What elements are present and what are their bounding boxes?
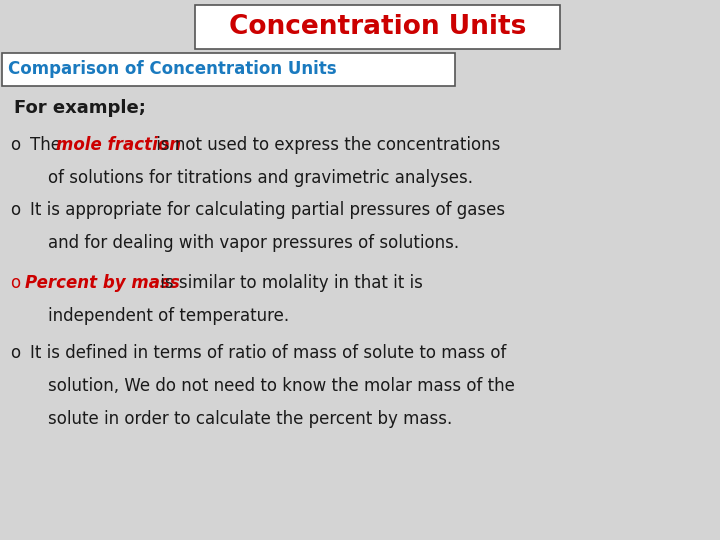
Text: is similar to molality in that it is: is similar to molality in that it is — [155, 274, 423, 292]
Text: mole fraction: mole fraction — [56, 136, 181, 154]
Text: solute in order to calculate the percent by mass.: solute in order to calculate the percent… — [48, 410, 452, 428]
Text: It is defined in terms of ratio of mass of solute to mass of: It is defined in terms of ratio of mass … — [30, 344, 506, 362]
Text: Percent by mass: Percent by mass — [25, 274, 180, 292]
Text: o: o — [10, 344, 20, 362]
Text: The: The — [30, 136, 66, 154]
Text: is not used to express the concentrations: is not used to express the concentration… — [151, 136, 500, 154]
Text: For example;: For example; — [14, 99, 146, 117]
Text: o: o — [10, 274, 20, 292]
Text: solution, We do not need to know the molar mass of the: solution, We do not need to know the mol… — [48, 377, 515, 395]
Text: o: o — [10, 136, 20, 154]
Text: Comparison of Concentration Units: Comparison of Concentration Units — [8, 60, 337, 78]
FancyBboxPatch shape — [2, 53, 455, 86]
Text: o: o — [10, 201, 20, 219]
Text: Concentration Units: Concentration Units — [229, 14, 526, 40]
Text: of solutions for titrations and gravimetric analyses.: of solutions for titrations and gravimet… — [48, 169, 473, 187]
Text: It is appropriate for calculating partial pressures of gases: It is appropriate for calculating partia… — [30, 201, 505, 219]
FancyBboxPatch shape — [195, 5, 560, 49]
Text: and for dealing with vapor pressures of solutions.: and for dealing with vapor pressures of … — [48, 234, 459, 252]
Text: independent of temperature.: independent of temperature. — [48, 307, 289, 325]
